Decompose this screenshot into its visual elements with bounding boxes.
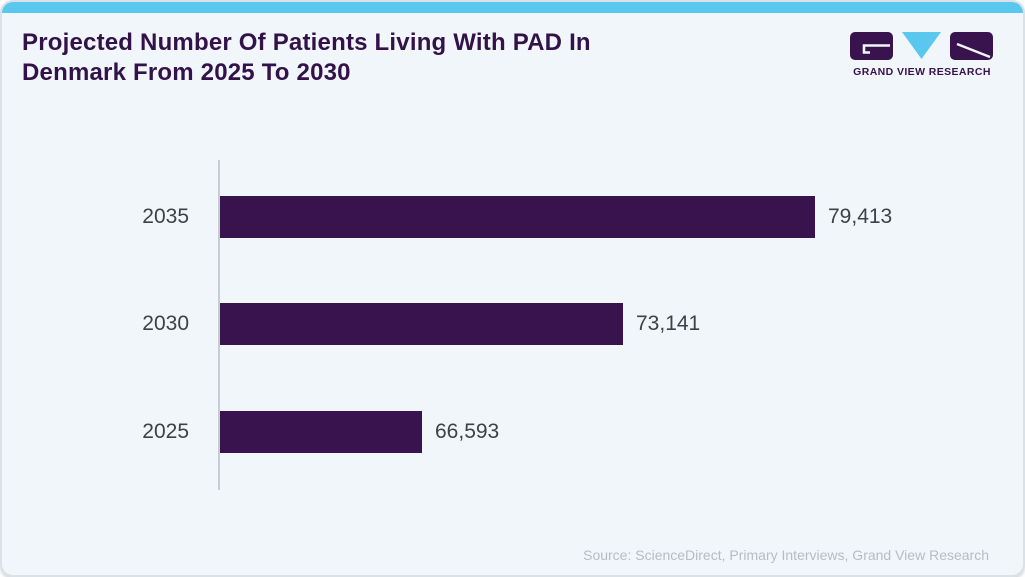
- source-attribution: Source: ScienceDirect, Primary Interview…: [583, 547, 989, 563]
- category-label: 2025: [142, 420, 189, 443]
- grand-view-research-logo: GRAND VIEW RESEARCH: [849, 32, 995, 78]
- gvr-logo-icon: [850, 32, 993, 60]
- bar-row-2030: 2030 73,141: [2, 303, 700, 345]
- value-label: 79,413: [828, 205, 893, 228]
- bar-row-2025: 2025 66,593: [2, 411, 499, 453]
- header: Projected Number Of Patients Living With…: [22, 28, 995, 88]
- bar-2025: [220, 411, 422, 453]
- category-label: 2030: [142, 312, 189, 335]
- bar-2035: [220, 196, 815, 238]
- category-label: 2035: [142, 205, 189, 228]
- logo-wordmark: GRAND VIEW RESEARCH: [853, 66, 991, 78]
- bar-2030: [220, 303, 623, 345]
- value-label: 73,141: [636, 312, 701, 335]
- value-label: 66,593: [435, 420, 500, 443]
- bar-row-2035: 2035 79,413: [2, 196, 892, 238]
- chart-title: Projected Number Of Patients Living With…: [22, 28, 591, 88]
- chart-title-line-1: Projected Number Of Patients Living With…: [22, 29, 591, 56]
- chart-title-line-2: Denmark From 2025 To 2030: [22, 59, 351, 86]
- y-axis-line: [218, 160, 220, 490]
- accent-top-bar: [2, 2, 1023, 13]
